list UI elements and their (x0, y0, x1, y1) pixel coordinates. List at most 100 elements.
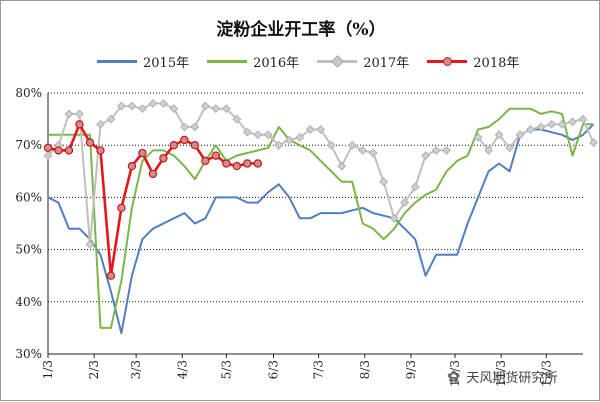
point-2017年 (43, 151, 53, 161)
point-2017年 (316, 125, 326, 134)
legend-label-2015: 2015年 (143, 55, 190, 71)
y-tick-label: 60% (15, 190, 42, 204)
legend-swatch-2016 (207, 54, 248, 68)
point-2017年 (442, 146, 451, 155)
point-2017年 (169, 104, 179, 114)
point-2018年 (54, 146, 63, 155)
point-2017年 (568, 117, 577, 127)
point-2018年 (148, 169, 158, 179)
point-2017年 (253, 130, 263, 140)
point-2018年 (201, 156, 210, 166)
y-tick-label: 70% (15, 138, 42, 152)
point-2017年 (358, 146, 368, 155)
point-2017年 (127, 101, 137, 111)
point-2017年 (263, 130, 273, 140)
point-2017年 (515, 130, 525, 140)
legend-label-2016: 2016年 (253, 55, 300, 71)
legend-swatch-2018 (427, 54, 468, 68)
legend-item-2017: 2017年 (317, 52, 409, 71)
point-2017年 (421, 151, 431, 161)
point-2017年 (578, 114, 588, 124)
point-2018年 (159, 154, 168, 163)
point-2018年 (222, 159, 231, 168)
point-2017年 (494, 130, 504, 140)
point-2018年 (75, 120, 84, 129)
legend-label-2017: 2017年 (363, 55, 410, 71)
point-2017年 (368, 148, 378, 158)
point-2017年 (75, 109, 84, 119)
point-2017年 (337, 161, 347, 171)
x-tick-label: 11/3 (494, 360, 508, 387)
point-2017年 (190, 122, 200, 132)
y-tick-label: 50% (15, 243, 42, 257)
legend-swatch-2015 (97, 54, 137, 68)
point-2017年 (526, 125, 535, 134)
x-tick-label: 6/3 (267, 360, 281, 379)
wechat-icon: ✿ (447, 367, 461, 386)
point-2017年 (410, 182, 420, 192)
point-2017年 (536, 122, 546, 132)
legend-item-2016: 2016年 (207, 52, 299, 71)
point-2017年 (106, 114, 116, 124)
point-2017年 (326, 140, 336, 150)
point-2017年 (431, 146, 441, 155)
point-2018年 (243, 159, 252, 168)
x-tick-label: 1/3 (41, 360, 55, 379)
point-2017年 (557, 119, 567, 129)
x-tick-label: 4/3 (175, 360, 189, 379)
point-2017年 (274, 140, 284, 150)
chart-title: 淀粉企业开工率（%） (216, 20, 386, 40)
point-2017年 (85, 240, 95, 249)
legend-item-2018: 2018年 (427, 52, 519, 71)
series-line-2015年 (47, 123, 595, 335)
point-2018年 (190, 140, 200, 150)
point-2017年 (484, 146, 493, 155)
point-2017年 (211, 104, 221, 114)
y-tick-label: 30% (15, 347, 42, 361)
point-2018年 (127, 161, 137, 171)
point-2017年 (138, 104, 147, 114)
series-line-2016年 (48, 107, 594, 329)
y-tick-label: 40% (15, 295, 42, 309)
y-tick-label: 80% (15, 86, 42, 100)
point-2018年 (85, 138, 95, 147)
point-2017年 (159, 99, 168, 108)
series-line-2018年 (47, 123, 258, 278)
point-2018年 (64, 146, 74, 155)
x-tick-label: 12/3 (539, 360, 553, 387)
point-2017年 (547, 119, 556, 129)
x-tick-label: 5/3 (219, 360, 233, 379)
point-2017年 (284, 135, 294, 145)
x-tick-label: 7/3 (312, 360, 326, 379)
point-2017年 (389, 213, 399, 223)
point-2017年 (347, 140, 357, 150)
x-tick-label: 3/3 (129, 360, 143, 379)
watermark: ✿ 天风期货研究所 (447, 367, 557, 386)
point-2018年 (211, 151, 221, 160)
point-2017年 (505, 143, 514, 153)
point-2017年 (379, 177, 389, 187)
point-2018年 (106, 271, 116, 280)
chart-legend: 2015年 2016年 2017年 2018年 (97, 51, 537, 71)
point-2017年 (400, 198, 410, 207)
point-2017年 (117, 101, 126, 111)
point-2017年 (148, 99, 158, 108)
point-2018年 (117, 203, 126, 213)
x-tick-label: 2/3 (87, 360, 101, 379)
point-2017年 (180, 122, 189, 132)
point-2018年 (232, 161, 242, 171)
point-2017年 (242, 127, 252, 137)
x-tick-label: 8/3 (358, 360, 372, 379)
point-2018年 (96, 146, 105, 155)
point-2017年 (589, 138, 598, 147)
watermark-text: 天风期货研究所 (466, 371, 558, 386)
x-tick-label: 9/3 (404, 360, 418, 379)
point-2017年 (96, 119, 105, 129)
point-2018年 (43, 143, 53, 153)
point-2017年 (305, 125, 315, 134)
point-2018年 (169, 140, 179, 150)
point-2017年 (473, 133, 483, 142)
point-2017年 (221, 104, 231, 114)
